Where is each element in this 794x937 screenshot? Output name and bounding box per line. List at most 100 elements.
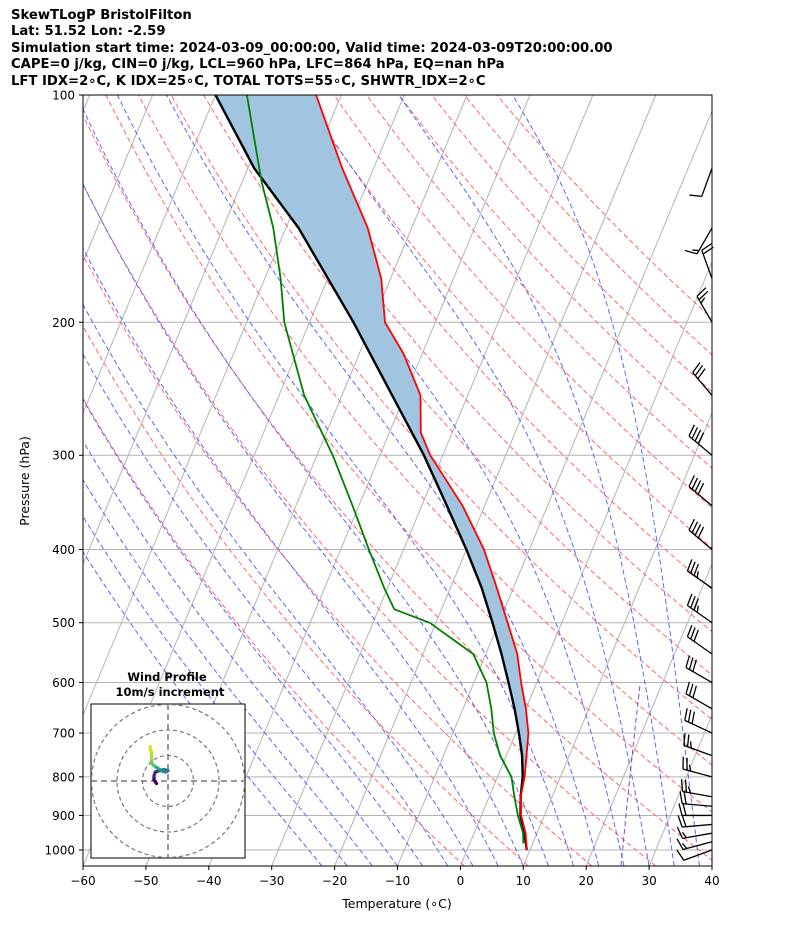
y-axis-label: Pressure (hPa) [17,436,32,526]
wind-barb-feather [694,524,702,536]
isotherm-line [83,95,216,415]
wind-barb-feather [678,803,683,816]
wind-barb-feather [682,803,687,816]
wind-barb-feather [694,480,702,492]
isotherm-line [83,95,279,566]
moist-adiabat-line [83,182,524,866]
dry-adiabat-line [170,95,712,721]
wind-barb-feather [687,786,691,794]
moist-adiabat-line [83,398,424,866]
mixing-ratio-line [620,682,641,866]
wind-barb-staff [696,227,713,255]
wind-barb-feather [693,629,700,642]
wind-barb [685,681,713,710]
wind-barb-staff [682,790,713,798]
plot-area [83,95,712,866]
dry-adiabat-line [83,183,657,866]
x-axis-label: Temperature (∘C) [341,896,451,911]
moist-adiabat-line [302,95,650,866]
moist-adiabat-line [166,95,600,866]
isotherm-line [522,411,712,866]
wind-barb-staff [685,666,713,684]
wind-barb-feather [692,685,697,698]
wind-barb-staff [682,823,713,828]
wind-barb-feather [676,849,685,861]
wind-barb [688,424,713,456]
y-tick-label: 700 [52,727,75,741]
wind-barb-feather [686,624,693,638]
location-line: Lat: 51.52 Lon: -2.59 [11,24,166,40]
wind-barb-feather [702,246,714,255]
indices-line: LFT IDX=2∘C, K IDX=25∘C, TOTAL TOTS=55∘C… [11,73,486,89]
wind-barb [676,826,713,840]
wind-barb-feather [688,657,694,670]
x-tick-label: 30 [641,874,656,888]
dry-adiabat-line [464,95,712,356]
wind-barb-feather [686,593,693,606]
wind-barb-feather [694,429,702,442]
dry-adiabat-line [83,114,712,861]
wind-barb-staff [688,529,713,551]
y-tick-label: 600 [52,676,75,690]
wind-barb-feather [681,842,688,849]
moist-adiabat-line [83,479,373,866]
dry-adiabat-line [301,95,712,549]
wind-barb-staff [687,604,713,624]
moist-adiabat-line [512,95,700,866]
wind-barb-feather [690,627,696,640]
y-tick-label: 200 [52,316,75,330]
wind-barb-feather [690,596,696,609]
isotherm-line [711,864,712,866]
wind-barb [678,803,712,817]
wind-barb [692,362,713,396]
y-tick-label: 400 [52,543,75,557]
x-tick-label: 10 [516,874,531,888]
wind-barb-feather [697,482,705,495]
wind-barb [686,593,713,624]
wind-barb-feather [701,242,713,251]
wind-barb [688,518,713,551]
wind-barb-feather [689,741,692,749]
wind-barb-feather [691,521,699,534]
y-tick-label: 300 [52,449,75,463]
wind-barb-staff [687,636,713,655]
wind-barb-staff [688,485,713,507]
wind-barb-staff [683,744,713,757]
wind-barb-feather [692,362,701,373]
wind-barb-feather [686,734,690,747]
wind-barb-feather [688,424,696,437]
x-tick-label: 20 [579,874,594,888]
wind-barb-staff [684,719,713,734]
moist-adiabat-line [83,440,398,866]
dry-adiabat-line [496,95,712,320]
x-tick-label: −50 [133,874,158,888]
wind-barb-feather [693,598,700,611]
temperature-line [315,95,530,851]
moist-adiabat-line [83,303,474,866]
wind-barb [683,733,713,757]
wind-barb-feather [696,571,699,578]
wind-barb-feather [697,368,706,379]
wind-barb-staff [682,768,713,778]
x-tick-label: 0 [457,874,465,888]
wind-barb [679,791,713,807]
wind-barb [677,814,713,828]
wind-barb-feather [697,432,705,444]
wind-barb-staff [701,167,713,197]
wind-barb-feather [696,605,699,613]
wind-barb-feather [693,563,700,576]
moist-adiabat-line [83,247,499,866]
wind-barb-feather [685,655,691,668]
hodograph: Wind Profile 10m/s increment [90,670,246,859]
moist-adiabat-line [398,95,675,866]
wind-barb-staff [683,849,713,861]
wind-barb-feather [694,365,704,376]
dry-adiabat-line [333,95,712,509]
cape-line: CAPE=0 j/kg, CIN=0 j/kg, LCL=960 hPa, LF… [11,57,505,73]
wind-barb-staff [701,250,713,279]
hodograph-title: Wind Profile [127,670,207,684]
wind-barb-feather [676,838,684,850]
wind-barb-feather [700,297,706,304]
isotherm-line [208,95,531,866]
wind-barb [684,227,713,255]
